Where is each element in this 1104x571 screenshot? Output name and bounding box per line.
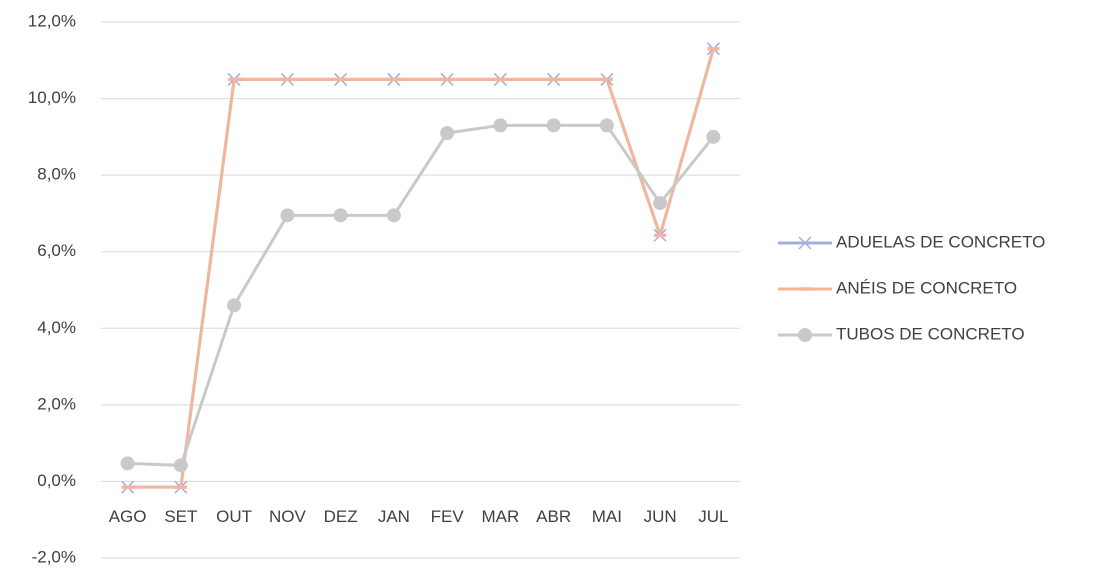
y-tick-label: 12,0% xyxy=(28,11,76,30)
series-line xyxy=(127,48,715,489)
legend-label: ADUELAS DE CONCRETO xyxy=(836,232,1045,251)
y-tick-label: -2,0% xyxy=(32,547,76,566)
data-point xyxy=(173,458,188,473)
series-line xyxy=(127,123,715,467)
x-tick-label: JAN xyxy=(378,507,410,526)
data-point xyxy=(227,298,242,313)
marker-circle xyxy=(227,298,242,313)
x-tick-label: DEZ xyxy=(324,507,358,526)
data-point xyxy=(333,208,348,223)
legend-entry: TUBOS DE CONCRETO xyxy=(778,324,1025,343)
data-point xyxy=(120,456,135,471)
marker-circle xyxy=(280,208,295,223)
marker-circle xyxy=(546,118,561,133)
data-point xyxy=(386,208,401,223)
y-tick-label: 6,0% xyxy=(37,241,76,260)
data-point xyxy=(599,118,614,133)
x-tick-label: AGO xyxy=(109,507,147,526)
legend-label: TUBOS DE CONCRETO xyxy=(836,324,1025,343)
marker-circle xyxy=(440,126,455,141)
marker-x xyxy=(798,236,812,250)
y-tick-label: 0,0% xyxy=(37,471,76,490)
x-tick-label: ABR xyxy=(536,507,571,526)
marker-circle xyxy=(493,118,508,133)
x-tick-label: JUL xyxy=(698,507,728,526)
x-tick-label: FEV xyxy=(431,507,465,526)
data-point xyxy=(706,129,721,144)
marker-circle xyxy=(798,328,812,342)
marker-circle xyxy=(653,196,668,211)
data-point xyxy=(493,118,508,133)
x-tick-label: NOV xyxy=(269,507,307,526)
legend-entry: ADUELAS DE CONCRETO xyxy=(778,232,1045,251)
data-point xyxy=(280,208,295,223)
y-tick-label: 10,0% xyxy=(28,88,76,107)
marker-circle xyxy=(173,458,188,473)
legend-label: ANÉIS DE CONCRETO xyxy=(836,278,1017,297)
x-tick-label: SET xyxy=(164,507,197,526)
marker xyxy=(798,328,812,342)
marker-circle xyxy=(599,118,614,133)
marker-circle xyxy=(120,456,135,471)
x-tick-label: MAI xyxy=(592,507,622,526)
series-line xyxy=(127,48,715,489)
x-tick-label: MAR xyxy=(481,507,519,526)
y-tick-label: 2,0% xyxy=(37,394,76,413)
y-tick-label: 4,0% xyxy=(37,318,76,337)
marker-circle xyxy=(706,129,721,144)
data-point xyxy=(440,126,455,141)
legend-entry: ANÉIS DE CONCRETO xyxy=(778,278,1017,297)
marker xyxy=(798,236,812,250)
marker-circle xyxy=(386,208,401,223)
y-tick-label: 8,0% xyxy=(37,165,76,184)
x-tick-label: JUN xyxy=(644,507,677,526)
x-tick-label: OUT xyxy=(216,507,252,526)
data-point xyxy=(546,118,561,133)
data-point xyxy=(653,196,668,211)
marker-circle xyxy=(333,208,348,223)
